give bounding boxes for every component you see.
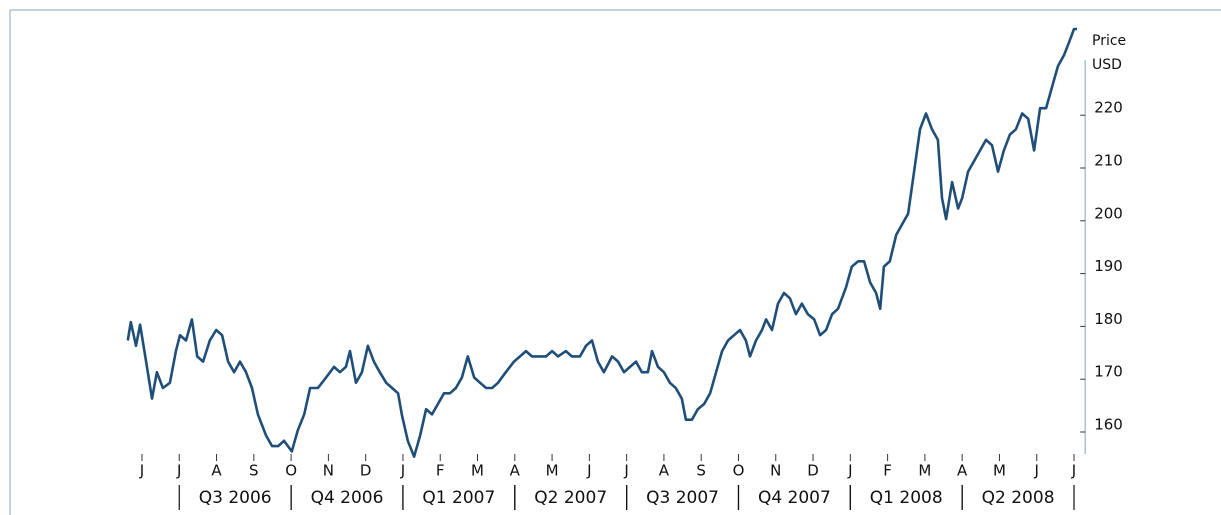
x-tick-label: J xyxy=(623,462,628,480)
y-tick-label: 160 xyxy=(1094,416,1123,434)
x-tick-label: A xyxy=(659,462,670,480)
x-tick-label: A xyxy=(510,462,521,480)
y-tick-label: 190 xyxy=(1094,257,1123,275)
x-tick-label: J xyxy=(847,462,852,480)
x-tick-label: N xyxy=(323,462,334,480)
y-tick-label: 220 xyxy=(1094,99,1123,117)
x-tick-label: J xyxy=(400,462,405,480)
y-tick-label: 200 xyxy=(1094,204,1123,222)
quarter-label: Q4 2006 xyxy=(311,488,384,508)
x-tick-label: A xyxy=(211,462,222,480)
x-tick-label: S xyxy=(696,462,706,480)
y-tick-label: 180 xyxy=(1094,310,1123,328)
quarter-label: Q1 2008 xyxy=(870,488,943,508)
y-tick-label: 170 xyxy=(1094,363,1123,381)
x-tick-label: O xyxy=(733,462,745,480)
quarter-label: Q3 2006 xyxy=(199,488,272,508)
x-tick-label: O xyxy=(285,462,297,480)
y-tick-label: 210 xyxy=(1094,152,1123,170)
quarter-label: Q3 2007 xyxy=(646,488,719,508)
x-tick-label: F xyxy=(883,462,892,480)
quarter-label: Q1 2007 xyxy=(422,488,495,508)
quarter-label: Q2 2007 xyxy=(534,488,607,508)
quarter-label: Q2 2008 xyxy=(982,488,1055,508)
x-tick-label: J xyxy=(1071,462,1076,480)
x-tick-label: M xyxy=(918,462,931,480)
x-tick-label: F xyxy=(436,462,445,480)
x-tick-label: J xyxy=(586,462,591,480)
x-tick-label: M xyxy=(546,462,559,480)
y-axis-label: USD xyxy=(1092,57,1122,73)
price-line xyxy=(126,27,1077,458)
x-tick-label: N xyxy=(770,462,781,480)
x-tick-label: D xyxy=(807,462,819,480)
x-tick-label: D xyxy=(360,462,372,480)
x-tick-label: J xyxy=(1034,462,1039,480)
quarter-label: Q4 2007 xyxy=(758,488,831,508)
x-tick-label: S xyxy=(249,462,259,480)
y-axis-label: Price xyxy=(1092,33,1126,49)
x-tick-label: J xyxy=(176,462,181,480)
x-tick-label: M xyxy=(471,462,484,480)
x-tick-label: M xyxy=(993,462,1006,480)
x-tick-label: J xyxy=(139,462,144,480)
x-tick-label: A xyxy=(957,462,968,480)
